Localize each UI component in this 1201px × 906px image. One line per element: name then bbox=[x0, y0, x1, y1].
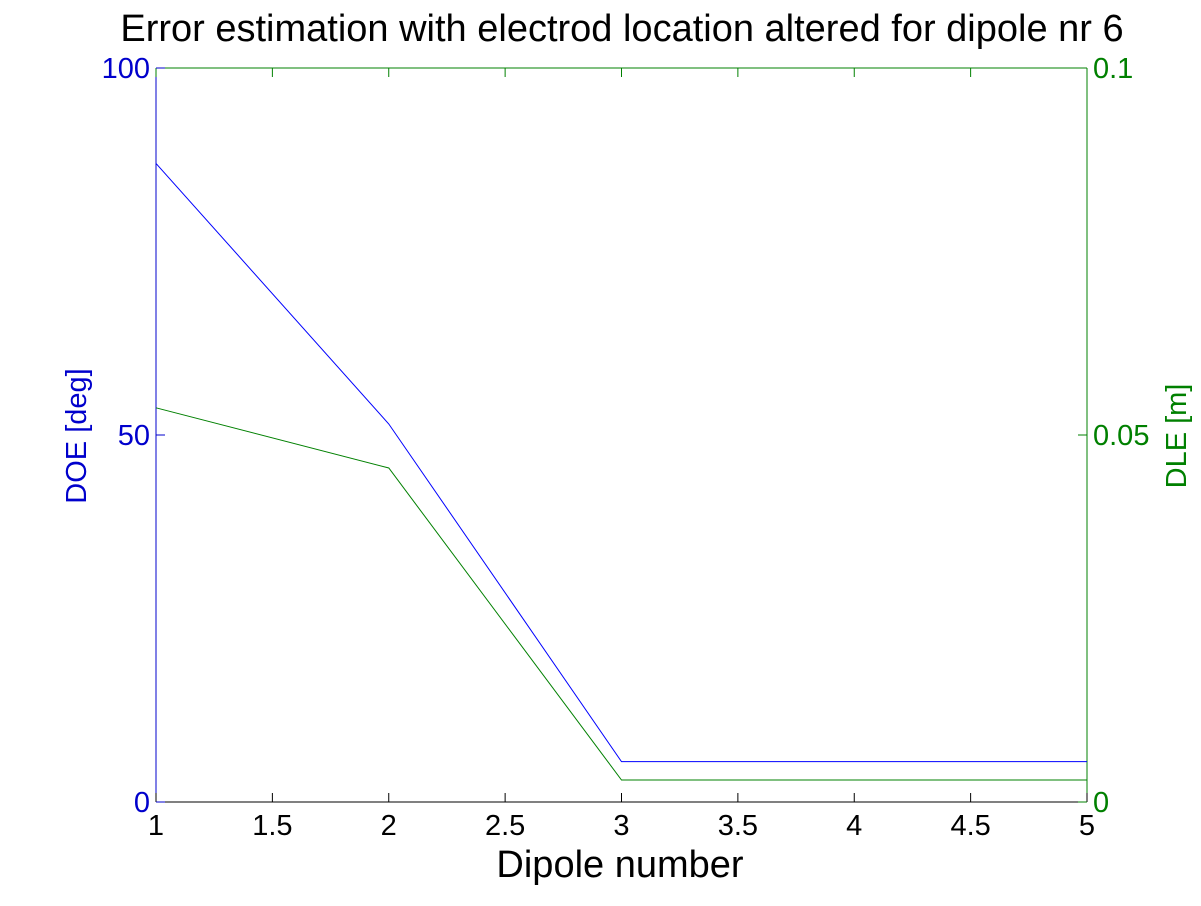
x-tick-label: 3 bbox=[613, 810, 629, 842]
x-tick-label: 5 bbox=[1079, 810, 1095, 842]
right-y-tick-label: 0.05 bbox=[1093, 420, 1149, 452]
x-tick-label: 1 bbox=[148, 810, 164, 842]
series-line-dle bbox=[155, 407, 1087, 781]
right-y-tick-label: 0 bbox=[1093, 787, 1109, 819]
x-tick-label: 2 bbox=[381, 810, 397, 842]
right-y-axis-label: DLE [m] bbox=[1161, 384, 1193, 489]
x-tick-label: 4 bbox=[846, 810, 862, 842]
series-line-doe bbox=[155, 163, 1087, 763]
x-tick-label: 1.5 bbox=[252, 810, 292, 842]
x-tick-label: 3.5 bbox=[718, 810, 758, 842]
x-axis-label: Dipole number bbox=[496, 844, 743, 886]
chart-title: Error estimation with electrod location … bbox=[120, 8, 1123, 50]
right-y-tick-label: 0.1 bbox=[1093, 53, 1133, 85]
x-tick-label: 2.5 bbox=[485, 810, 525, 842]
left-y-axis-label: DOE [deg] bbox=[61, 368, 93, 503]
left-y-tick-label: 100 bbox=[102, 53, 150, 85]
x-tick-label: 4.5 bbox=[950, 810, 990, 842]
left-y-tick-label: 50 bbox=[118, 420, 150, 452]
left-y-tick-label: 0 bbox=[134, 787, 150, 819]
